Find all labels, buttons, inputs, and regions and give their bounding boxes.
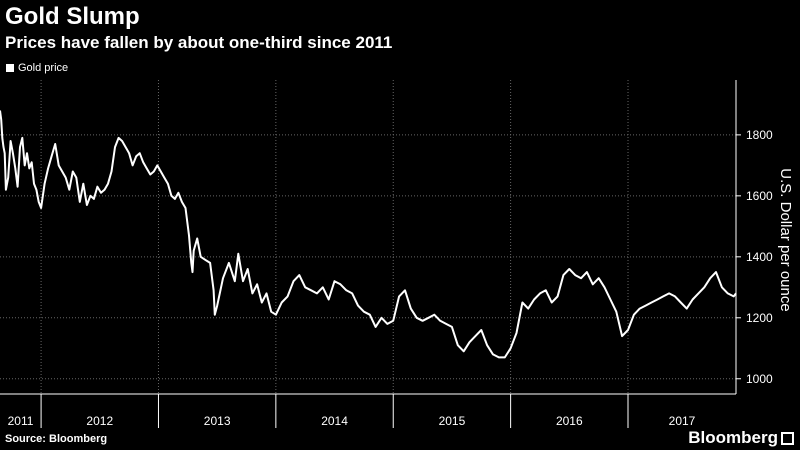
brand-name: Bloomberg bbox=[688, 428, 778, 447]
chart-title: Gold Slump bbox=[5, 3, 140, 30]
y-tick-label-1600: 1600 bbox=[746, 189, 773, 203]
y-tick-label-1200: 1200 bbox=[746, 311, 773, 325]
series-line-0 bbox=[0, 110, 737, 359]
legend-swatch bbox=[6, 64, 14, 72]
y-tick-label-1400: 1400 bbox=[746, 250, 773, 264]
y-tick-label-1800: 1800 bbox=[746, 128, 773, 142]
x-tick-label-2014: 2014 bbox=[321, 414, 348, 428]
legend: Gold price bbox=[6, 62, 68, 74]
x-tick-label-2011: 2011 bbox=[8, 414, 34, 428]
x-tick-label-2015: 2015 bbox=[439, 414, 466, 428]
legend-label: Gold price bbox=[18, 62, 69, 74]
chart-subtitle: Prices have fallen by about one-third si… bbox=[5, 33, 393, 52]
x-tick-label-2013: 2013 bbox=[204, 414, 231, 428]
source-note: Source: Bloomberg bbox=[5, 433, 108, 445]
y-axis-label: U.S. Dollar per ounce bbox=[777, 168, 794, 311]
x-tick-label-2012: 2012 bbox=[86, 414, 113, 428]
brand-mark-icon bbox=[781, 431, 794, 445]
x-tick-label-2016: 2016 bbox=[556, 414, 583, 428]
brand-logo: Bloomberg bbox=[688, 428, 794, 448]
x-tick-label-2017: 2017 bbox=[669, 414, 696, 428]
y-tick-label-1000: 1000 bbox=[746, 372, 773, 386]
